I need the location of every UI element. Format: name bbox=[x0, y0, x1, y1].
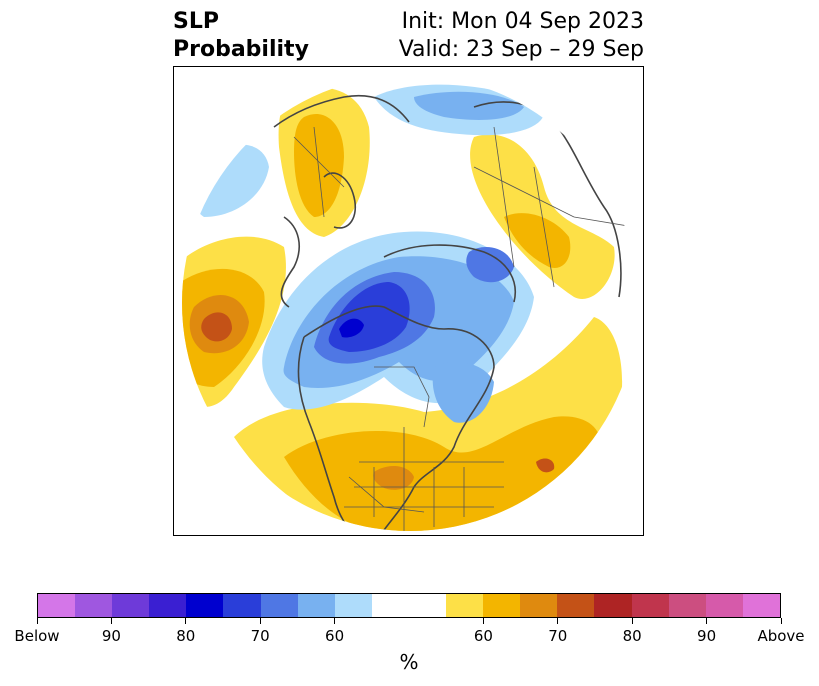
below-region-atlantic bbox=[432, 362, 494, 423]
colorbar-tick-label: Above bbox=[757, 627, 805, 645]
colorbar-swatch bbox=[297, 594, 335, 617]
colorbar-swatch bbox=[520, 594, 558, 617]
colorbar-swatch bbox=[446, 594, 484, 617]
colorbar-tick-label: 80 bbox=[176, 627, 196, 645]
colorbar-tick-label: Below bbox=[14, 627, 60, 645]
probability-map bbox=[182, 75, 638, 531]
colorbar-tick bbox=[631, 618, 633, 624]
init-date: Init: Mon 04 Sep 2023 bbox=[401, 9, 644, 34]
above-region-pacific-80 bbox=[201, 312, 232, 342]
colorbar-tick-label: 60 bbox=[473, 627, 493, 645]
colorbar-swatch bbox=[705, 594, 743, 617]
title-line-2: Probability bbox=[173, 37, 309, 62]
colorbar-tick bbox=[334, 618, 336, 624]
colorbar-swatch bbox=[112, 594, 150, 617]
colorbar-swatch bbox=[371, 594, 409, 617]
below-region-arctic-60 bbox=[414, 91, 524, 120]
above-region-atlantic-70 bbox=[536, 458, 555, 473]
colorbar-tick bbox=[706, 618, 708, 624]
colorbar-swatch bbox=[742, 594, 780, 617]
colorbar-tick bbox=[110, 618, 112, 624]
colorbar-tick-label: 60 bbox=[325, 627, 345, 645]
colorbar-swatch bbox=[75, 594, 113, 617]
below-region-siberia-70 bbox=[466, 247, 514, 283]
colorbar-tick-label: 70 bbox=[548, 627, 568, 645]
colorbar-tick bbox=[36, 618, 38, 624]
colorbar-swatch bbox=[38, 594, 76, 617]
colorbar-swatch bbox=[186, 594, 224, 617]
country-borders bbox=[293, 126, 635, 531]
colorbar-swatch bbox=[408, 594, 447, 617]
colorbar bbox=[37, 593, 781, 618]
colorbar-tick-label: 90 bbox=[697, 627, 717, 645]
colorbar-tick-label: 80 bbox=[622, 627, 642, 645]
valid-dates: Valid: 23 Sep – 29 Sep bbox=[398, 37, 644, 62]
colorbar-swatch bbox=[631, 594, 669, 617]
title-line-1: SLP bbox=[173, 9, 219, 34]
colorbar-tick bbox=[185, 618, 187, 624]
colorbar-tick bbox=[259, 618, 261, 624]
colorbar-swatch bbox=[668, 594, 706, 617]
colorbar-swatch bbox=[594, 594, 632, 617]
colorbar-tick-label: 70 bbox=[250, 627, 270, 645]
colorbar-tick bbox=[557, 618, 559, 624]
colorbar-swatch bbox=[149, 594, 187, 617]
map-title: SLP Probability bbox=[173, 8, 309, 64]
map-panel bbox=[173, 66, 644, 536]
colorbar-swatch bbox=[557, 594, 595, 617]
colorbar-swatch bbox=[334, 594, 372, 617]
colorbar-swatch bbox=[223, 594, 261, 617]
below-region-polar-90 bbox=[339, 318, 364, 338]
colorbar-tick bbox=[482, 618, 484, 624]
above-region-asia-60 bbox=[504, 213, 571, 268]
colorbar-tick-label: 90 bbox=[101, 627, 121, 645]
colorbar-swatch bbox=[260, 594, 298, 617]
above-region-europe-60 bbox=[294, 113, 344, 217]
colorbar-tick bbox=[780, 618, 782, 624]
forecast-dates: Init: Mon 04 Sep 2023 Valid: 23 Sep – 29… bbox=[399, 8, 644, 64]
colorbar-unit-label: % bbox=[399, 650, 419, 674]
colorbar-swatch bbox=[483, 594, 521, 617]
